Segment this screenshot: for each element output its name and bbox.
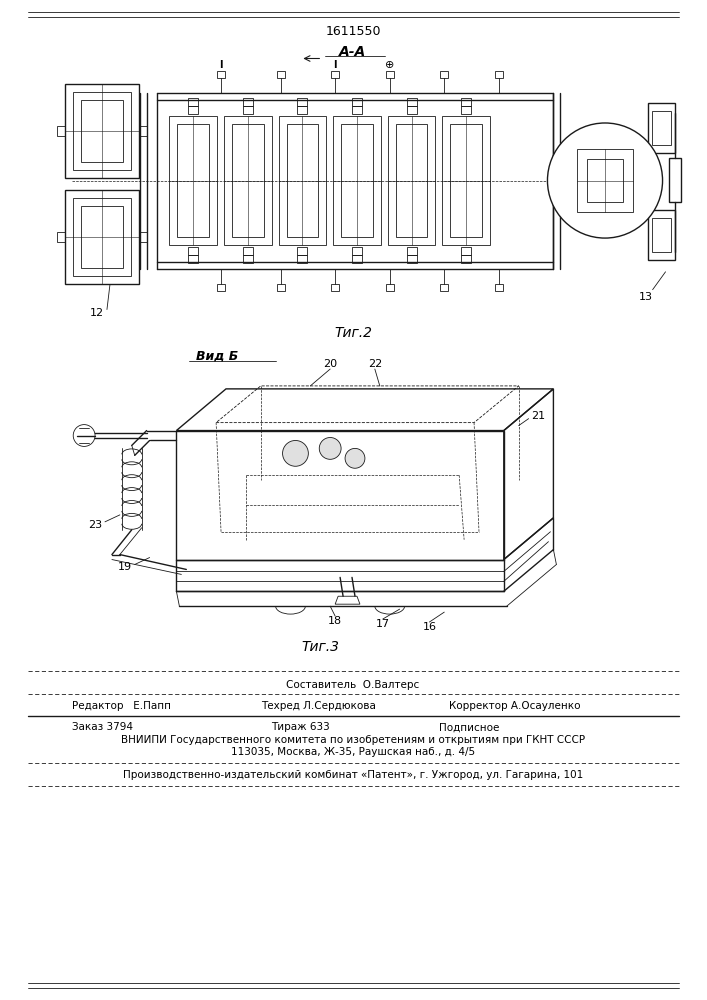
- Circle shape: [283, 440, 308, 466]
- Bar: [407, 106, 416, 114]
- Bar: [352, 247, 362, 255]
- Text: 20: 20: [323, 359, 337, 369]
- Bar: [243, 106, 253, 114]
- Bar: [188, 255, 198, 263]
- Bar: [352, 106, 362, 114]
- Text: 21: 21: [532, 411, 546, 421]
- Text: 12: 12: [90, 308, 104, 318]
- Text: 1611550: 1611550: [325, 25, 381, 38]
- Text: Составитель  О.Валтерс: Составитель О.Валтерс: [286, 680, 420, 690]
- Text: A-A: A-A: [339, 45, 367, 59]
- Bar: [652, 111, 672, 145]
- Bar: [232, 124, 264, 237]
- Bar: [461, 98, 471, 106]
- Bar: [386, 284, 394, 291]
- Text: ⊕: ⊕: [385, 60, 395, 70]
- Text: 13: 13: [638, 292, 653, 302]
- Bar: [440, 284, 448, 291]
- Bar: [276, 284, 284, 291]
- Bar: [387, 116, 436, 245]
- Text: Вид Б: Вид Б: [197, 350, 238, 363]
- Bar: [352, 98, 362, 106]
- Text: 19: 19: [117, 562, 132, 572]
- Bar: [243, 255, 253, 263]
- Bar: [57, 126, 65, 136]
- Bar: [341, 124, 373, 237]
- Text: 22: 22: [368, 359, 382, 369]
- Bar: [648, 103, 675, 153]
- Bar: [65, 84, 139, 178]
- Text: I: I: [219, 60, 223, 70]
- Bar: [352, 255, 362, 263]
- Bar: [298, 98, 308, 106]
- Bar: [188, 106, 198, 114]
- Bar: [652, 218, 672, 252]
- Text: Τиг.2: Τиг.2: [334, 326, 372, 340]
- Bar: [279, 116, 326, 245]
- Bar: [188, 98, 198, 106]
- Text: 16: 16: [422, 622, 436, 632]
- Bar: [139, 232, 147, 242]
- Text: 18: 18: [328, 616, 342, 626]
- Bar: [188, 247, 198, 255]
- Bar: [396, 124, 428, 237]
- Bar: [81, 206, 123, 268]
- Bar: [577, 149, 633, 212]
- Bar: [243, 98, 253, 106]
- Bar: [331, 284, 339, 291]
- Text: Производственно-издательский комбинат «Патент», г. Ужгород, ул. Гагарина, 101: Производственно-издательский комбинат «П…: [123, 770, 583, 780]
- Circle shape: [345, 448, 365, 468]
- Bar: [139, 126, 147, 136]
- Text: Заказ 3794: Заказ 3794: [72, 722, 133, 732]
- Bar: [276, 71, 284, 78]
- Text: ВНИИПИ Государственного комитета по изобретениям и открытиям при ГКНТ СССР: ВНИИПИ Государственного комитета по изоб…: [121, 735, 585, 745]
- Bar: [217, 284, 225, 291]
- Bar: [333, 116, 381, 245]
- Bar: [224, 116, 271, 245]
- Bar: [65, 190, 139, 284]
- Bar: [670, 158, 682, 202]
- Bar: [177, 124, 209, 237]
- Bar: [81, 100, 123, 162]
- Text: Корректор А.Осауленко: Корректор А.Осауленко: [449, 701, 580, 711]
- Bar: [461, 247, 471, 255]
- Circle shape: [320, 437, 341, 459]
- Text: I: I: [334, 60, 337, 70]
- Bar: [298, 106, 308, 114]
- Bar: [443, 116, 490, 245]
- Bar: [440, 71, 448, 78]
- Bar: [57, 232, 65, 242]
- Circle shape: [547, 123, 662, 238]
- Bar: [648, 210, 675, 260]
- Text: Подписное: Подписное: [439, 722, 500, 732]
- Text: Тираж 633: Тираж 633: [271, 722, 329, 732]
- Text: 23: 23: [88, 520, 102, 530]
- Bar: [298, 255, 308, 263]
- Text: Редактор   Е.Папп: Редактор Е.Папп: [72, 701, 171, 711]
- Bar: [461, 255, 471, 263]
- Text: Техред Л.Сердюкова: Техред Л.Сердюкова: [261, 701, 375, 711]
- Bar: [407, 255, 416, 263]
- Circle shape: [74, 425, 95, 446]
- Bar: [495, 284, 503, 291]
- Text: 113035, Москва, Ж-35, Раушская наб., д. 4/5: 113035, Москва, Ж-35, Раушская наб., д. …: [231, 747, 475, 757]
- Bar: [386, 71, 394, 78]
- Bar: [217, 71, 225, 78]
- Bar: [243, 247, 253, 255]
- Bar: [461, 106, 471, 114]
- Bar: [407, 247, 416, 255]
- Bar: [73, 198, 132, 276]
- Bar: [407, 98, 416, 106]
- Bar: [73, 92, 132, 170]
- Bar: [450, 124, 482, 237]
- Bar: [495, 71, 503, 78]
- Text: Τиг.3: Τиг.3: [301, 640, 339, 654]
- Text: 17: 17: [375, 619, 390, 629]
- Bar: [286, 124, 318, 237]
- Bar: [170, 116, 217, 245]
- Bar: [587, 159, 623, 202]
- Bar: [298, 247, 308, 255]
- Bar: [331, 71, 339, 78]
